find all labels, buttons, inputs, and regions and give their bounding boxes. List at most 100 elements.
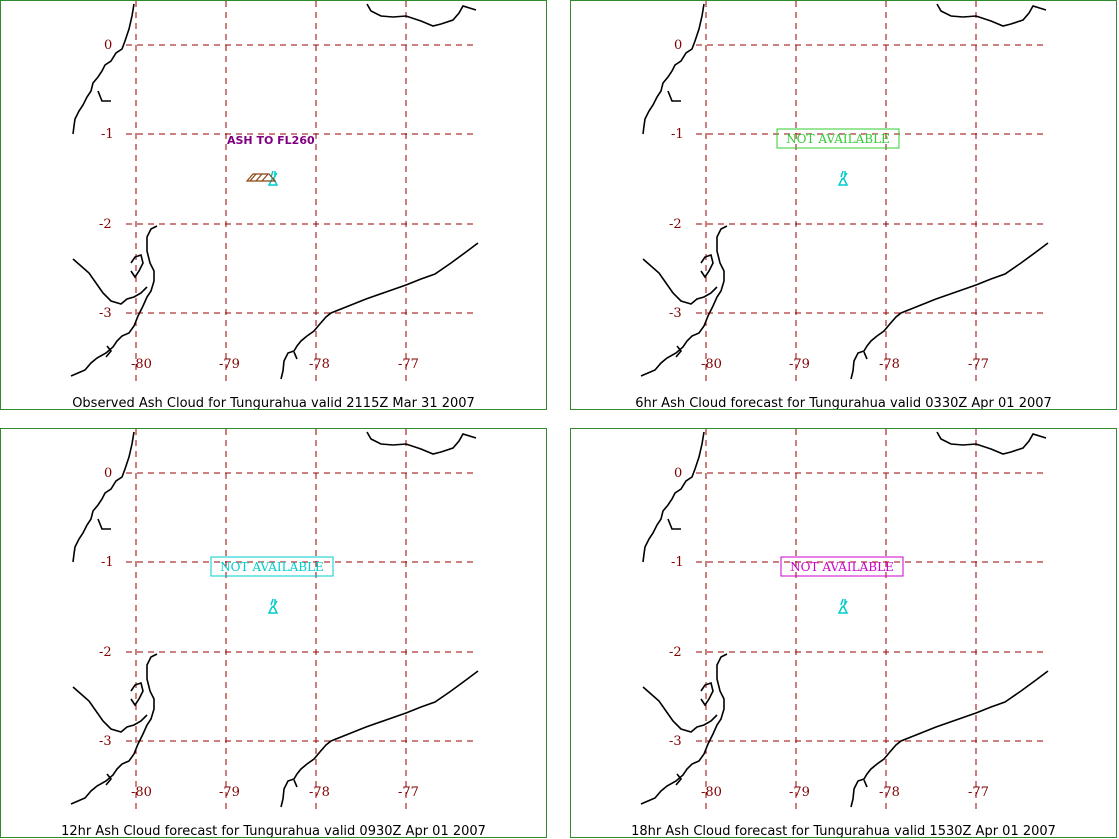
lat-lon-grid <box>126 429 478 809</box>
status-box <box>776 128 900 149</box>
status-box <box>210 556 334 577</box>
status-text: NOT AVAILABLE <box>220 560 324 574</box>
longitude-label: -79 <box>219 357 240 372</box>
coastline-path <box>640 225 728 377</box>
latitude-label: 0 <box>674 38 682 53</box>
longitude-label: -80 <box>701 357 722 372</box>
ash-cloud-hatch <box>249 173 269 182</box>
longitude-label: -79 <box>789 785 810 800</box>
longitude-label: -79 <box>219 785 240 800</box>
latitude-label: -3 <box>669 734 682 749</box>
latitude-label: -2 <box>669 217 682 232</box>
coastline <box>70 3 479 380</box>
latitude-label: 0 <box>104 38 112 53</box>
coastline-path <box>130 681 144 707</box>
latitude-label: 0 <box>674 466 682 481</box>
coastline-path <box>293 779 298 788</box>
map-canvas: 0 -1 -2 -3 -80 -79 -78 -77 NOT AVAILABLE <box>640 429 1049 809</box>
panel-caption: 18hr Ash Cloud forecast for Tungurahua v… <box>631 824 1056 838</box>
map-canvas: 0 -1 -2 -3 -80 -79 -78 -77 ASH TO FL260 <box>70 1 479 381</box>
panel-caption: Observed Ash Cloud for Tungurahua valid … <box>72 396 475 410</box>
coastline-path <box>850 670 1049 808</box>
latitude-label: -3 <box>99 306 112 321</box>
coastline-path <box>280 242 479 380</box>
coastline-path <box>642 3 705 135</box>
status-box <box>780 556 904 577</box>
coastline-path <box>675 345 683 358</box>
coastline-path <box>130 253 144 279</box>
latitude-label: -1 <box>101 555 114 570</box>
coastline-path <box>667 90 681 102</box>
coastline-path <box>640 653 728 805</box>
longitude-label: -80 <box>131 357 152 372</box>
coastline-path <box>293 351 298 360</box>
coastline-path <box>642 258 718 305</box>
coastline-path <box>72 686 148 733</box>
lat-lon-grid <box>126 1 478 381</box>
longitude-label: -80 <box>701 785 722 800</box>
map-canvas: 0 -1 -2 -3 -80 -79 -78 -77 NOT AVAILABLE <box>70 429 479 809</box>
coastline-path <box>105 345 113 358</box>
coastline-path <box>642 431 705 563</box>
map-panel-18hr: 0 -1 -2 -3 -80 -79 -78 -77 NOT AVAILABLE 18hr As… <box>570 428 1117 838</box>
longitude-label: -77 <box>398 785 419 800</box>
volcano-plume <box>270 598 278 608</box>
latitude-label: -1 <box>101 127 114 142</box>
ash-cloud-outline <box>245 173 277 182</box>
volcano-cone <box>837 178 849 186</box>
map-panel-observed: 0 -1 -2 -3 -80 -79 -78 -77 ASH TO FL260 Observed… <box>0 0 547 410</box>
coastline-path <box>936 3 1047 27</box>
coastline-path <box>97 90 111 102</box>
lat-lon-grid <box>696 429 1048 809</box>
map-panel-12hr: 0 -1 -2 -3 -80 -79 -78 -77 NOT AVAILABLE 12hr As… <box>0 428 547 838</box>
coastline-path <box>675 773 683 786</box>
lat-lon-grid <box>696 1 1048 381</box>
longitude-label: -79 <box>789 357 810 372</box>
longitude-label: -78 <box>309 357 330 372</box>
coastline-path <box>105 773 113 786</box>
ash-cloud-polygon <box>245 173 277 182</box>
latitude-label: -2 <box>669 645 682 660</box>
volcano-icon <box>837 170 849 186</box>
volcano-cone <box>267 606 279 614</box>
volcano-cone <box>267 178 279 186</box>
latitude-label: -2 <box>99 217 112 232</box>
volcano-plume <box>840 598 848 608</box>
latitude-label: -1 <box>671 127 684 142</box>
status-text: NOT AVAILABLE <box>790 560 894 574</box>
coastline-path <box>642 686 718 733</box>
longitude-label: -78 <box>309 785 330 800</box>
panel-caption: 6hr Ash Cloud forecast for Tungurahua va… <box>635 396 1052 410</box>
coastline-path <box>70 225 158 377</box>
map-canvas: 0 -1 -2 -3 -80 -79 -78 -77 NOT AVAILABLE <box>640 1 1049 381</box>
volcano-plume <box>840 170 848 180</box>
coastline-path <box>280 670 479 808</box>
longitude-label: -77 <box>968 357 989 372</box>
coastline-path <box>700 681 714 707</box>
longitude-label: -77 <box>398 357 419 372</box>
coastline-path <box>936 431 1047 455</box>
coastline <box>70 431 479 808</box>
latitude-label: -3 <box>669 306 682 321</box>
latitude-label: -1 <box>671 555 684 570</box>
ash-height-label: ASH TO FL260 <box>227 134 315 147</box>
latitude-label: -2 <box>99 645 112 660</box>
coastline-path <box>97 518 111 530</box>
status-text: NOT AVAILABLE <box>786 132 890 146</box>
volcano-icon <box>837 598 849 614</box>
coastline-path <box>700 253 714 279</box>
coastline-path <box>70 653 158 805</box>
coastline <box>640 3 1049 380</box>
coastline-path <box>72 431 135 563</box>
volcano-cone <box>837 606 849 614</box>
longitude-label: -80 <box>131 785 152 800</box>
volcano-icon <box>267 598 279 614</box>
coastline-path <box>72 3 135 135</box>
coastline-path <box>667 518 681 530</box>
longitude-label: -77 <box>968 785 989 800</box>
coastline-path <box>366 431 477 455</box>
coastline-path <box>863 779 868 788</box>
panel-caption: 12hr Ash Cloud forecast for Tungurahua v… <box>61 824 486 838</box>
coastline-path <box>850 242 1049 380</box>
latitude-label: 0 <box>104 466 112 481</box>
